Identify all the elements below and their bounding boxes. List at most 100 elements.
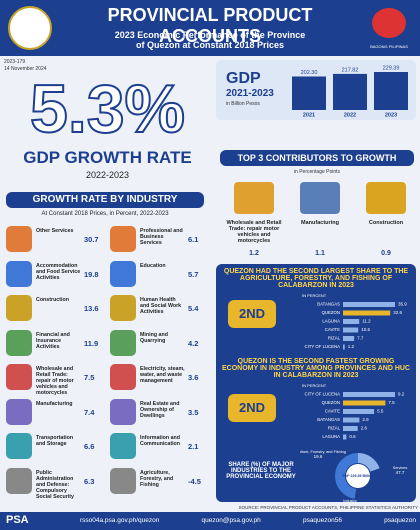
gdp-unit: in Billion Pesos <box>226 101 260 107</box>
bar-value: 2.6 <box>361 426 368 431</box>
industry-name: Transportation and Storage <box>36 435 74 447</box>
donut-slice <box>358 453 380 472</box>
bar-value: 7.5 <box>388 400 395 405</box>
contributor-value: 0.9 <box>381 250 391 257</box>
bar-category: QUEZON <box>322 400 340 405</box>
footer-link[interactable]: psaquezon <box>384 517 416 524</box>
industry-rank-unit: IN PERCENT <box>302 383 327 388</box>
footer-link[interactable]: rsso04a.psa.gov.ph/quezon <box>80 517 160 524</box>
industry-icon <box>6 467 32 494</box>
industry-icon <box>110 433 136 459</box>
bar-value: 5.5 <box>377 409 384 414</box>
donut-label: Industry <box>343 499 357 503</box>
industry-name: Mining and Quarrying <box>140 331 168 344</box>
bar-value: 9.2 <box>398 392 405 397</box>
bar <box>343 434 347 440</box>
industry-name: Professional and Business Services <box>140 228 183 246</box>
gdp-bar <box>374 72 408 110</box>
headline-period: 2022-2023 <box>85 170 130 180</box>
gdp-value-label: 217.82 <box>342 67 359 73</box>
industry-icon <box>110 226 136 252</box>
bar-category: CITY OF LUCENA <box>305 392 341 397</box>
bagong-logo <box>372 8 406 38</box>
industry-name: Accommodation and Food Service Activitie… <box>36 262 81 281</box>
headline-value: 5.3% <box>29 70 186 148</box>
industry-value: 6.1 <box>188 235 199 244</box>
footer-link[interactable]: quezon@psa.gov.ph <box>201 517 261 524</box>
gdp-title: GDP <box>226 70 261 87</box>
reference: 2023-179 <box>4 59 26 65</box>
contributor-value: 1.1 <box>315 250 325 257</box>
industry-name: Manufacturing <box>36 400 73 407</box>
date: 14 November 2024 <box>4 66 47 72</box>
footer-link[interactable]: psaquezon56 <box>302 517 342 524</box>
rank-badge: 2ND <box>228 300 276 328</box>
bar <box>343 344 345 350</box>
industry-icon <box>110 329 136 356</box>
contributor-icon <box>234 182 274 214</box>
gdp-bar <box>333 73 367 110</box>
psa-seal <box>8 6 52 50</box>
industry-name: Education <box>140 262 166 269</box>
bar-category: RIZAL <box>328 426 341 431</box>
industry-icon <box>6 329 32 356</box>
bar-category: LAGUNA <box>322 319 340 324</box>
bar-category: BATANGAS <box>317 417 340 422</box>
contributor-icon <box>366 182 406 214</box>
bar <box>343 336 355 341</box>
chart: 202.30 2021 217.82 2022 229.39 2023 <box>292 65 408 118</box>
industry-name: Human Health and Social Work Activities <box>140 297 182 315</box>
bar-category: RIZAL <box>328 336 341 341</box>
industry-value: 5.7 <box>188 269 199 279</box>
donut-slice <box>354 468 381 499</box>
top3-unit: in Percentage Points <box>293 169 341 175</box>
bar <box>343 310 391 316</box>
bar <box>343 426 358 431</box>
gdp-value-label: 202.30 <box>301 70 318 76</box>
industry-name: Real Estate and Ownership of Dwellings <box>140 400 180 419</box>
industry-icon <box>110 364 136 390</box>
donut-center <box>346 464 370 488</box>
bar-category: LAGUNA <box>322 434 340 439</box>
bar <box>343 319 360 324</box>
industry-icon <box>6 295 32 321</box>
industry-value: 3.6 <box>188 373 199 382</box>
industry-icon <box>110 398 136 425</box>
industry-name: Financial and Insurance Activities <box>36 331 70 350</box>
bar <box>343 417 360 423</box>
industry-name: Wholesale and Retail Trade: repair of mo… <box>36 366 74 396</box>
donut-label: Agriculture, Forestry, and Fishing <box>300 450 346 454</box>
contributor-icon <box>300 182 340 214</box>
bar-value: 10.5 <box>361 327 370 332</box>
industry-icon <box>110 295 136 321</box>
donut-value: 19.6 <box>314 454 323 459</box>
industry-icon <box>6 260 32 287</box>
shares-title: SHARE (%) OF MAJOR INDUSTRIES TO THE PRO… <box>226 462 296 480</box>
industry-name: Construction <box>36 297 69 303</box>
title: PROVINCIAL PRODUCT ACCOUNTS <box>107 5 313 46</box>
donut-label: Services <box>393 466 408 470</box>
industry-value: 11.9 <box>84 338 99 348</box>
bar <box>343 409 375 414</box>
chart: BATANGAS 35.9 QUEZON 32.6 LAGUNA 11.2 CAVITE 10… <box>305 302 407 350</box>
agri-share-unit: IN PERCENT <box>302 293 327 298</box>
industry-subtitle: At Constant 2018 Prices, in Percent, 202… <box>41 211 169 217</box>
footer-links: rsso04a.psa.gov.ph/quezon quezon@psa.gov.… <box>80 517 416 524</box>
bar <box>343 302 395 307</box>
industry-value: 6.3 <box>84 476 95 486</box>
bar-value: 0.6 <box>349 434 356 439</box>
bar-category: CAVITE <box>325 409 340 414</box>
industry-name: Public Administration and Defense: Compu… <box>36 469 74 500</box>
industry-value: -4.5 <box>188 476 201 486</box>
industry-value: 4.2 <box>188 338 199 348</box>
donut-value: 32.7 <box>346 503 355 504</box>
bar <box>343 400 386 406</box>
bar-category: CITY OF LUCENA <box>305 344 341 349</box>
gdp-value-label: 229.39 <box>383 65 400 71</box>
subtitle: 2023 Economic Performance of the Provinc… <box>114 30 306 50</box>
bar-category: BATANGAS <box>317 302 340 307</box>
industry-value: 30.7 <box>84 235 99 244</box>
industry-value: 7.4 <box>84 407 95 417</box>
